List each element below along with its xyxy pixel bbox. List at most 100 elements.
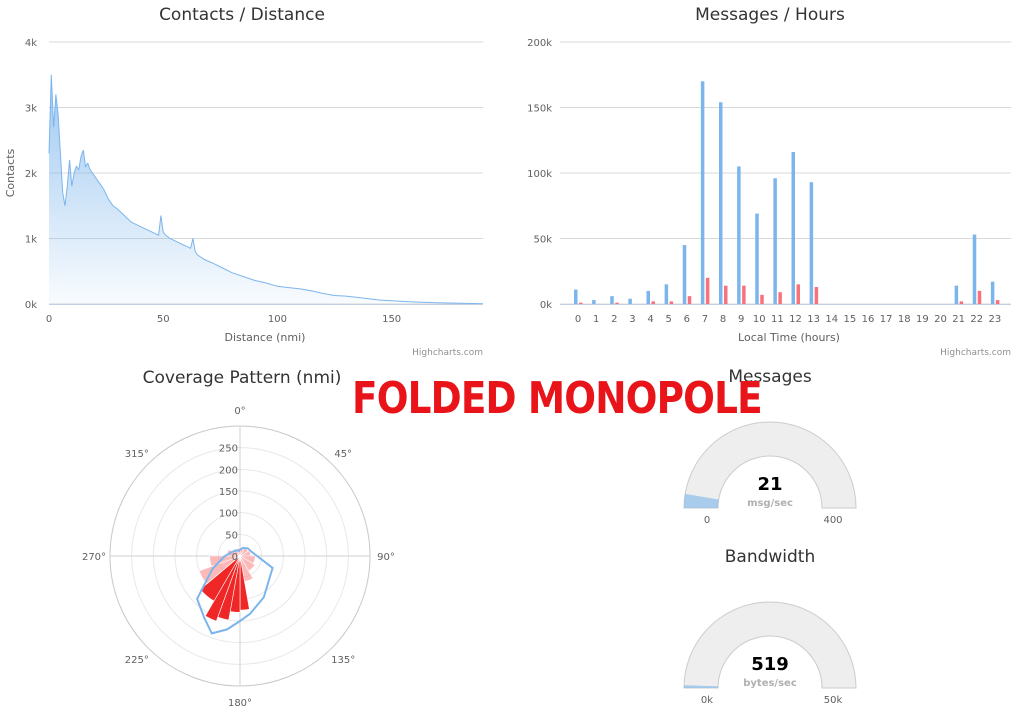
contacts-distance-chart: Contacts / Distance 0k 1k 2k 3k 4k 0 50 100 150… bbox=[4, 5, 484, 358]
x-tick-label: 6 bbox=[684, 314, 690, 325]
x-tick-label: 1 bbox=[593, 314, 599, 325]
coverage-sectors bbox=[198, 546, 256, 622]
y-tick-label: 1k bbox=[25, 235, 37, 246]
x-tick-label: 12 bbox=[789, 314, 802, 325]
chart-title: Coverage Pattern (nmi) bbox=[143, 368, 342, 388]
radial-tick-label: 250 bbox=[219, 444, 238, 455]
bar bbox=[615, 302, 619, 304]
gauge-title: Messages bbox=[728, 367, 812, 387]
bar bbox=[954, 285, 959, 304]
y-tick-label: 2k bbox=[25, 169, 37, 180]
gauge-min-label: 0k bbox=[701, 695, 713, 706]
gauge-min-label: 0 bbox=[704, 515, 710, 526]
bar bbox=[972, 234, 977, 304]
y-tick-label: 0k bbox=[25, 300, 37, 311]
angle-tick-label: 270° bbox=[82, 552, 106, 563]
bandwidth-gauge: Bandwidth 519 bytes/sec 0k 50k bbox=[683, 547, 857, 706]
angle-tick-label: 180° bbox=[228, 698, 252, 709]
coverage-sector bbox=[199, 555, 241, 602]
y-tick-label: 150k bbox=[527, 104, 552, 115]
x-tick-label: 11 bbox=[771, 314, 784, 325]
angle-tick-label: 90° bbox=[377, 552, 395, 563]
gauge-value: 21 bbox=[757, 474, 782, 495]
y-axis-title: Contacts bbox=[4, 148, 17, 197]
bar bbox=[778, 292, 782, 304]
gauge-value: 519 bbox=[751, 654, 789, 675]
bar bbox=[977, 290, 982, 304]
radial-tick-label: 0 bbox=[232, 552, 238, 563]
angle-tick-label: 315° bbox=[125, 449, 149, 460]
bar bbox=[719, 102, 723, 304]
area-line bbox=[48, 74, 484, 305]
x-tick-label: 8 bbox=[720, 314, 726, 325]
angle-tick-label: 45° bbox=[334, 449, 352, 460]
x-tick-label: 23 bbox=[989, 314, 1002, 325]
bar bbox=[687, 296, 692, 304]
x-tick-labels: 0 1 2 3 4 5 6 7 8 9 10 11 12 13 14 15 16 17 18 19 20 21 22 23 bbox=[575, 314, 1001, 325]
y-tick-label: 100k bbox=[527, 169, 552, 180]
coverage-pattern-chart: Coverage Pattern (nmi) 0 50 100 150 200 250 0°… bbox=[82, 368, 395, 709]
polar-labels: 0 50 100 150 200 250 0° 45° 90° 135° 180° 225° 270° 3… bbox=[82, 406, 395, 709]
coverage-line bbox=[196, 546, 274, 635]
bar bbox=[610, 296, 614, 304]
y-tick-labels: 0k 1k 2k 3k 4k bbox=[25, 38, 37, 311]
bar bbox=[724, 285, 728, 304]
x-tick-label: 16 bbox=[862, 314, 875, 325]
gauge-fill bbox=[684, 493, 719, 508]
angle-tick-label: 135° bbox=[331, 655, 355, 666]
x-tick-label: 18 bbox=[898, 314, 911, 325]
x-tick-label: 0 bbox=[575, 314, 581, 325]
x-tick-label: 4 bbox=[647, 314, 653, 325]
radial-tick-label: 200 bbox=[219, 465, 238, 476]
bar bbox=[742, 285, 746, 304]
x-tick-label: 50 bbox=[157, 314, 170, 325]
gauge-unit: msg/sec bbox=[747, 498, 793, 509]
x-tick-label: 20 bbox=[934, 314, 947, 325]
credits-link[interactable]: Highcharts.com bbox=[940, 348, 1011, 358]
bar bbox=[669, 301, 674, 304]
angle-tick-label: 0° bbox=[234, 406, 245, 417]
radial-tick-label: 150 bbox=[219, 487, 238, 498]
bar bbox=[651, 301, 655, 304]
chart-title: Contacts / Distance bbox=[159, 5, 325, 25]
gauge-background bbox=[683, 421, 857, 509]
bar bbox=[700, 81, 705, 304]
gauge-max-label: 50k bbox=[824, 695, 843, 706]
overlay-caption: FOLDED MONOPOLE bbox=[352, 373, 763, 424]
coverage-sector bbox=[204, 555, 241, 622]
bar bbox=[592, 300, 596, 304]
radial-tick-label: 100 bbox=[219, 509, 238, 520]
bar bbox=[664, 284, 669, 304]
y-tick-label: 4k bbox=[25, 38, 37, 49]
x-tick-label: 22 bbox=[970, 314, 983, 325]
x-tick-label: 0 bbox=[46, 314, 52, 325]
x-tick-label: 150 bbox=[382, 314, 401, 325]
gauge-fill bbox=[684, 685, 719, 688]
x-tick-label: 15 bbox=[844, 314, 857, 325]
coverage-outline bbox=[196, 546, 274, 635]
gauge-background bbox=[683, 601, 857, 689]
bar bbox=[791, 152, 795, 304]
x-tick-label: 2 bbox=[611, 314, 617, 325]
x-tick-label: 21 bbox=[952, 314, 965, 325]
credits-link[interactable]: Highcharts.com bbox=[412, 348, 483, 358]
bar bbox=[628, 298, 632, 304]
x-tick-label: 7 bbox=[702, 314, 708, 325]
grid-lines bbox=[560, 41, 1011, 305]
x-tick-label: 10 bbox=[753, 314, 766, 325]
bar bbox=[990, 281, 995, 304]
x-tick-label: 19 bbox=[916, 314, 929, 325]
bar bbox=[760, 294, 764, 304]
x-axis-title: Distance (nmi) bbox=[225, 331, 306, 344]
x-tick-label: 14 bbox=[825, 314, 838, 325]
x-tick-label: 9 bbox=[738, 314, 744, 325]
y-tick-label: 50k bbox=[533, 235, 552, 246]
bar bbox=[809, 182, 814, 304]
bar bbox=[646, 290, 650, 304]
bar bbox=[737, 166, 741, 304]
bar bbox=[959, 301, 964, 304]
bar bbox=[682, 245, 687, 304]
y-tick-label: 200k bbox=[527, 38, 552, 49]
messages-gauge: Messages 21 msg/sec 0 400 bbox=[683, 367, 857, 526]
